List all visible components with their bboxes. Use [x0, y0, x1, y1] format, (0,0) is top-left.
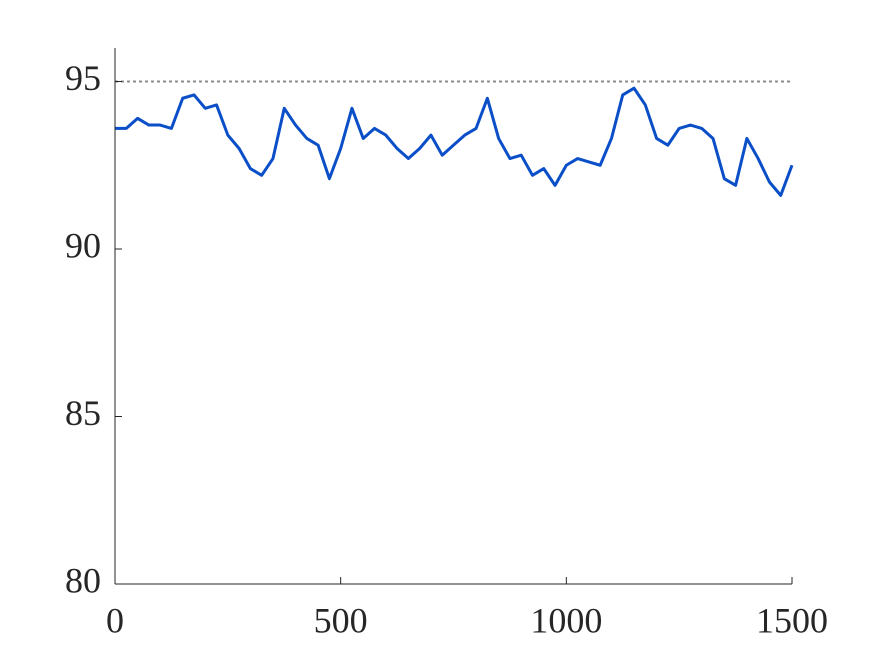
y-tick-label: 85: [65, 393, 101, 433]
data-line: [115, 86, 794, 197]
x-tick-label: 500: [314, 600, 368, 640]
x-tick-label: 1000: [530, 600, 602, 640]
x-tick-label: 0: [106, 600, 124, 640]
y-tick-label: 80: [65, 560, 101, 600]
y-tick-label: 90: [65, 225, 101, 265]
x-tick-label: 1500: [756, 600, 828, 640]
y-tick-label: 95: [65, 58, 101, 98]
